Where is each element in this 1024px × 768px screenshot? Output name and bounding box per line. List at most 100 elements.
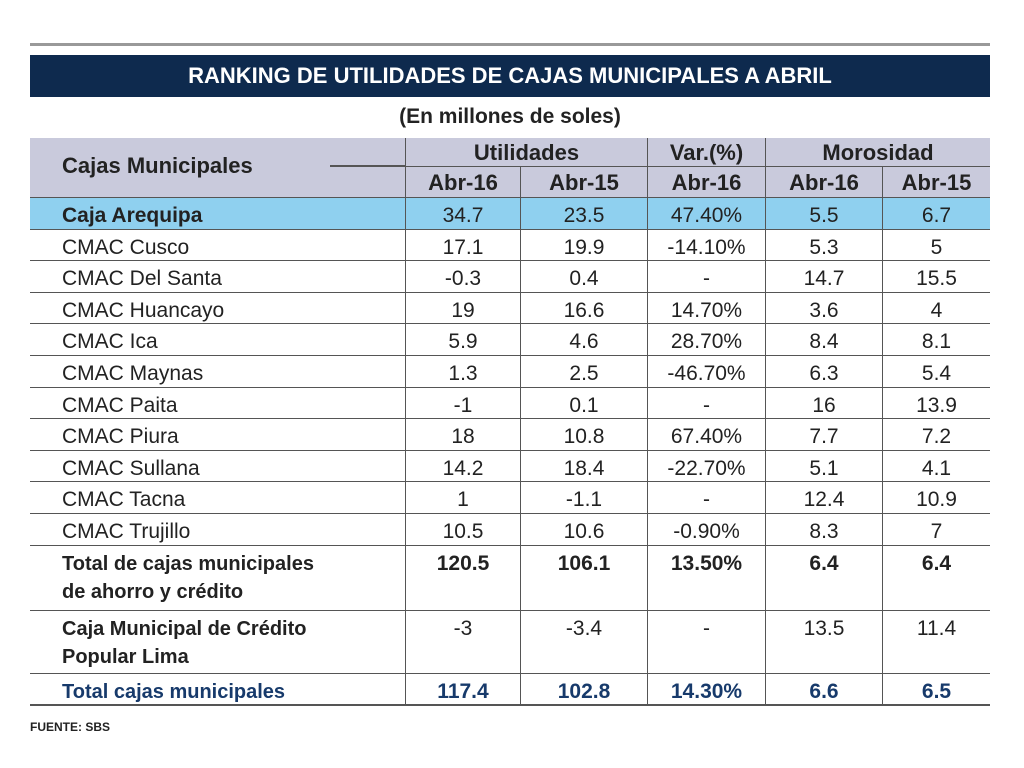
cell: 23.5 xyxy=(520,198,647,230)
cell: 28.70% xyxy=(647,324,765,356)
cell: -0.3 xyxy=(405,261,520,293)
row-label: CMAC Sullana xyxy=(30,451,405,483)
cell: 13.9 xyxy=(882,387,990,420)
header-sub: Abr-16 xyxy=(765,167,882,198)
row-label: Caja Arequipa xyxy=(30,198,405,230)
header-rule xyxy=(330,165,405,167)
row-label: CMAC Trujillo xyxy=(30,514,405,546)
cell: 7.2 xyxy=(882,419,990,451)
cell: 5.4 xyxy=(882,356,990,388)
header-first: Cajas Municipales xyxy=(30,138,405,198)
cell: - xyxy=(647,261,765,293)
cell: - xyxy=(647,610,765,674)
source: FUENTE: SBS xyxy=(30,720,111,734)
cell: 6.5 xyxy=(882,673,990,706)
cell: 4 xyxy=(882,292,990,325)
row-label: CMAC Huancayo xyxy=(30,293,405,325)
cell: 13.5 xyxy=(765,610,882,674)
header-group: Morosidad xyxy=(765,138,990,167)
cell: 6.3 xyxy=(765,356,882,388)
cell: 15.5 xyxy=(882,261,990,293)
cell: 10.6 xyxy=(520,514,647,546)
cell: -22.70% xyxy=(647,450,765,483)
cell: 5 xyxy=(882,229,990,262)
row-label: Total cajas municipales xyxy=(30,674,405,706)
row-label: Caja Municipal de Crédito Popular Lima xyxy=(30,611,405,674)
cell: 10.8 xyxy=(520,419,647,451)
cell: -14.10% xyxy=(647,229,765,262)
cell: 8.3 xyxy=(765,514,882,546)
cell: 10.9 xyxy=(882,482,990,514)
cell: 6.4 xyxy=(882,545,990,611)
top-rule xyxy=(30,43,990,46)
cell: 102.8 xyxy=(520,673,647,706)
cell: 6.4 xyxy=(765,545,882,611)
cell: 19.9 xyxy=(520,229,647,262)
cell: 5.9 xyxy=(405,324,520,356)
cell: -3 xyxy=(405,610,520,674)
cell: 47.40% xyxy=(647,198,765,230)
row-label: CMAC Del Santa xyxy=(30,261,405,293)
cell: 4.6 xyxy=(520,324,647,356)
header-sub: Abr-16 xyxy=(647,167,765,198)
cell: -0.90% xyxy=(647,514,765,546)
cell: 14.7 xyxy=(765,261,882,293)
header-sub: Abr-16 xyxy=(405,167,520,198)
cell: - xyxy=(647,482,765,514)
cell: 5.1 xyxy=(765,450,882,483)
header-group: Utilidades xyxy=(405,138,647,167)
cell: 0.4 xyxy=(520,261,647,293)
cell: 1 xyxy=(405,482,520,514)
row-label: CMAC Piura xyxy=(30,419,405,451)
cell: -46.70% xyxy=(647,356,765,388)
cell: 1.3 xyxy=(405,356,520,388)
cell: 10.5 xyxy=(405,514,520,546)
cell: 13.50% xyxy=(647,545,765,611)
cell: 12.4 xyxy=(765,482,882,514)
cell: 106.1 xyxy=(520,545,647,611)
label-line: de ahorro y crédito xyxy=(62,580,244,603)
cell: 3.6 xyxy=(765,292,882,325)
subtitle: (En millones de soles) xyxy=(399,105,621,128)
cell: 14.2 xyxy=(405,450,520,483)
cell: 18.4 xyxy=(520,450,647,483)
row-label: CMAC Paita xyxy=(30,388,405,420)
header-sub: Abr-15 xyxy=(882,167,990,198)
cell: 14.30% xyxy=(647,673,765,706)
cell: 6.6 xyxy=(765,673,882,706)
cell: 120.5 xyxy=(405,545,520,611)
cell: 11.4 xyxy=(882,610,990,674)
title: RANKING DE UTILIDADES DE CAJAS MUNICIPAL… xyxy=(188,63,832,88)
cell: 5.3 xyxy=(765,229,882,262)
title-bar: RANKING DE UTILIDADES DE CAJAS MUNICIPAL… xyxy=(30,55,990,97)
header-group: Var.(%) xyxy=(647,138,765,167)
cell: 6.7 xyxy=(882,198,990,230)
cell: 34.7 xyxy=(405,198,520,230)
cell: 5.5 xyxy=(765,198,882,230)
row-label: CMAC Maynas xyxy=(30,356,405,388)
header-sub: Abr-15 xyxy=(520,167,647,198)
cell: -1 xyxy=(405,387,520,420)
cell: 19 xyxy=(405,292,520,325)
cell: 16 xyxy=(765,387,882,420)
cell: 8.1 xyxy=(882,324,990,356)
row-label: Total de cajas municipales de ahorro y cr… xyxy=(30,546,405,611)
cell: 7 xyxy=(882,514,990,546)
cell: 7.7 xyxy=(765,419,882,451)
cell: 16.6 xyxy=(520,292,647,325)
cell: 14.70% xyxy=(647,292,765,325)
label-line: Caja Municipal de Crédito xyxy=(62,617,307,640)
cell: -1.1 xyxy=(520,482,647,514)
cell: 2.5 xyxy=(520,356,647,388)
cell: 17.1 xyxy=(405,229,520,262)
label-line: Total de cajas municipales xyxy=(62,552,314,575)
cell: 67.40% xyxy=(647,419,765,451)
row-label: CMAC Tacna xyxy=(30,482,405,514)
row-label: CMAC Ica xyxy=(30,324,405,356)
cell: 8.4 xyxy=(765,324,882,356)
cell: 18 xyxy=(405,419,520,451)
label-line: Popular Lima xyxy=(62,645,189,668)
cell: - xyxy=(647,387,765,420)
cell: 4.1 xyxy=(882,450,990,483)
